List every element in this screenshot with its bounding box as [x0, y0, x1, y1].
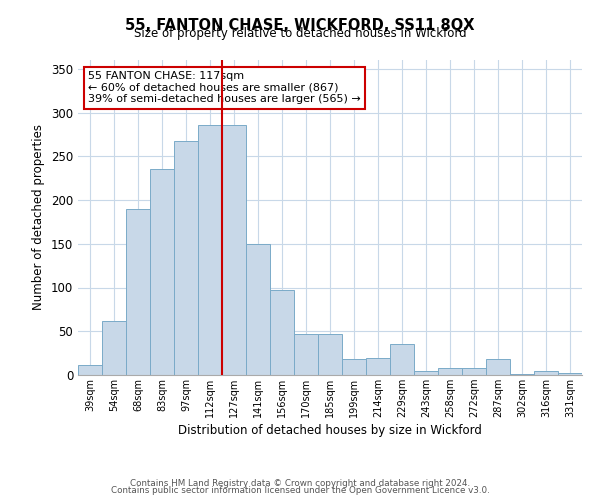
- Bar: [78, 364, 102, 375]
- Bar: [318, 334, 342, 375]
- Bar: [102, 321, 126, 375]
- Bar: [150, 168, 174, 375]
- Bar: [414, 370, 438, 375]
- Text: Contains HM Land Registry data © Crown copyright and database right 2024.: Contains HM Land Registry data © Crown c…: [130, 478, 470, 488]
- Bar: [246, 244, 270, 375]
- Bar: [438, 368, 462, 375]
- Text: Size of property relative to detached houses in Wickford: Size of property relative to detached ho…: [134, 28, 466, 40]
- Bar: [126, 209, 150, 375]
- Bar: [222, 124, 246, 375]
- Bar: [270, 290, 294, 375]
- Bar: [294, 334, 318, 375]
- Text: Contains public sector information licensed under the Open Government Licence v3: Contains public sector information licen…: [110, 486, 490, 495]
- Text: 55, FANTON CHASE, WICKFORD, SS11 8QX: 55, FANTON CHASE, WICKFORD, SS11 8QX: [125, 18, 475, 32]
- Bar: [486, 359, 510, 375]
- Bar: [198, 124, 222, 375]
- X-axis label: Distribution of detached houses by size in Wickford: Distribution of detached houses by size …: [178, 424, 482, 437]
- Bar: [390, 344, 414, 375]
- Bar: [558, 373, 582, 375]
- Bar: [462, 368, 486, 375]
- Bar: [534, 370, 558, 375]
- Text: 55 FANTON CHASE: 117sqm
← 60% of detached houses are smaller (867)
39% of semi-d: 55 FANTON CHASE: 117sqm ← 60% of detache…: [88, 71, 361, 104]
- Y-axis label: Number of detached properties: Number of detached properties: [32, 124, 46, 310]
- Bar: [366, 358, 390, 375]
- Bar: [342, 359, 366, 375]
- Bar: [174, 140, 198, 375]
- Bar: [510, 374, 534, 375]
